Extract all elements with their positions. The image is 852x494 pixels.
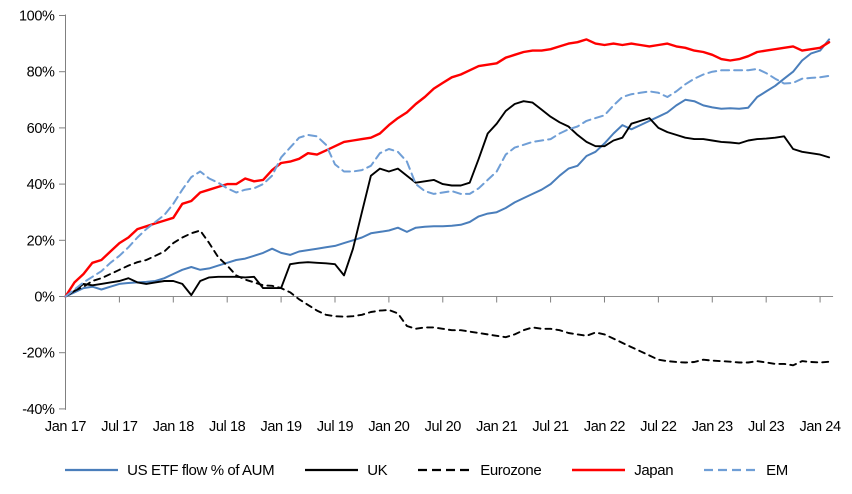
y-axis-label-60: 60% bbox=[27, 121, 55, 137]
series-line-japan bbox=[64, 38, 831, 298]
legend-item-us-etf-flow-of-aum: US ETF flow % of AUM bbox=[64, 461, 275, 479]
legend-label-eurozone: Eurozone bbox=[480, 461, 542, 479]
legend-item-em: EM bbox=[703, 462, 788, 479]
y-axis-label--20: -20% bbox=[22, 346, 55, 362]
legend-label-us-etf-flow-of-aum: US ETF flow % of AUM bbox=[127, 461, 275, 479]
legend-item-japan: Japan bbox=[571, 461, 674, 479]
axis-labels-group: 100% 80% 60% 40% 20% 0% -20% -40%Jan 17 Jul 17 Ja… bbox=[19, 9, 841, 436]
x-axis-label-jan-19: Jan 19 bbox=[261, 419, 302, 435]
x-axis-label-jan-20: Jan 20 bbox=[368, 419, 409, 435]
legend-label-japan: Japan bbox=[634, 461, 674, 479]
x-axis-label-jul-20: Jul 20 bbox=[425, 419, 462, 435]
x-axis-label-jul-22: Jul 22 bbox=[640, 419, 677, 435]
legend-label-em: EM bbox=[766, 461, 788, 479]
x-axis-label-jan-18: Jan 18 bbox=[153, 419, 194, 435]
legend-line-swatch-uk bbox=[305, 468, 359, 472]
y-axis-label-80: 80% bbox=[27, 65, 55, 81]
legend-item-uk: UK bbox=[304, 461, 388, 479]
y-axis-label-100: 100% bbox=[19, 9, 55, 25]
x-axis-label-jul-21: Jul 21 bbox=[532, 419, 569, 435]
x-axis-label-jul-23: Jul 23 bbox=[748, 419, 785, 435]
legend-line-swatch-us-etf-flow-of-aum bbox=[65, 468, 119, 472]
x-axis-label-jan-22: Jan 22 bbox=[584, 419, 625, 435]
x-axis-label-jan-24: Jan 24 bbox=[800, 419, 841, 435]
x-axis-label-jul-17: Jul 17 bbox=[101, 419, 138, 435]
series-line-us-etf-flow-of-aum bbox=[64, 38, 831, 298]
y-axis-label-40: 40% bbox=[27, 177, 55, 193]
x-axis-label-jul-19: Jul 19 bbox=[317, 419, 354, 435]
series-line-eurozone bbox=[64, 229, 831, 367]
legend-line-swatch-japan bbox=[572, 468, 626, 472]
legend-line-swatch-eurozone bbox=[418, 468, 472, 472]
axis-group bbox=[59, 14, 66, 410]
y-axis-label-20: 20% bbox=[27, 233, 55, 249]
y-axis-label-0: 0% bbox=[34, 290, 55, 306]
legend-line-swatch-em bbox=[704, 468, 758, 472]
series-line-em bbox=[64, 67, 831, 298]
y-axis-label--40: -40% bbox=[22, 402, 55, 418]
series-lines-group bbox=[64, 38, 831, 367]
zero-gridline-group bbox=[65, 296, 834, 303]
legend-item-eurozone: Eurozone bbox=[417, 461, 542, 479]
x-axis-label-jan-23: Jan 23 bbox=[692, 419, 733, 435]
chart-legend: US ETF flow % of AUM UK Eurozone Japan EM bbox=[0, 455, 852, 485]
legend-label-uk: UK bbox=[367, 461, 388, 479]
x-axis-label-jan-21: Jan 21 bbox=[476, 419, 517, 435]
x-axis-label-jul-18: Jul 18 bbox=[209, 419, 246, 435]
x-axis-label-jan-17: Jan 17 bbox=[45, 419, 86, 435]
series-line-uk bbox=[64, 100, 831, 298]
